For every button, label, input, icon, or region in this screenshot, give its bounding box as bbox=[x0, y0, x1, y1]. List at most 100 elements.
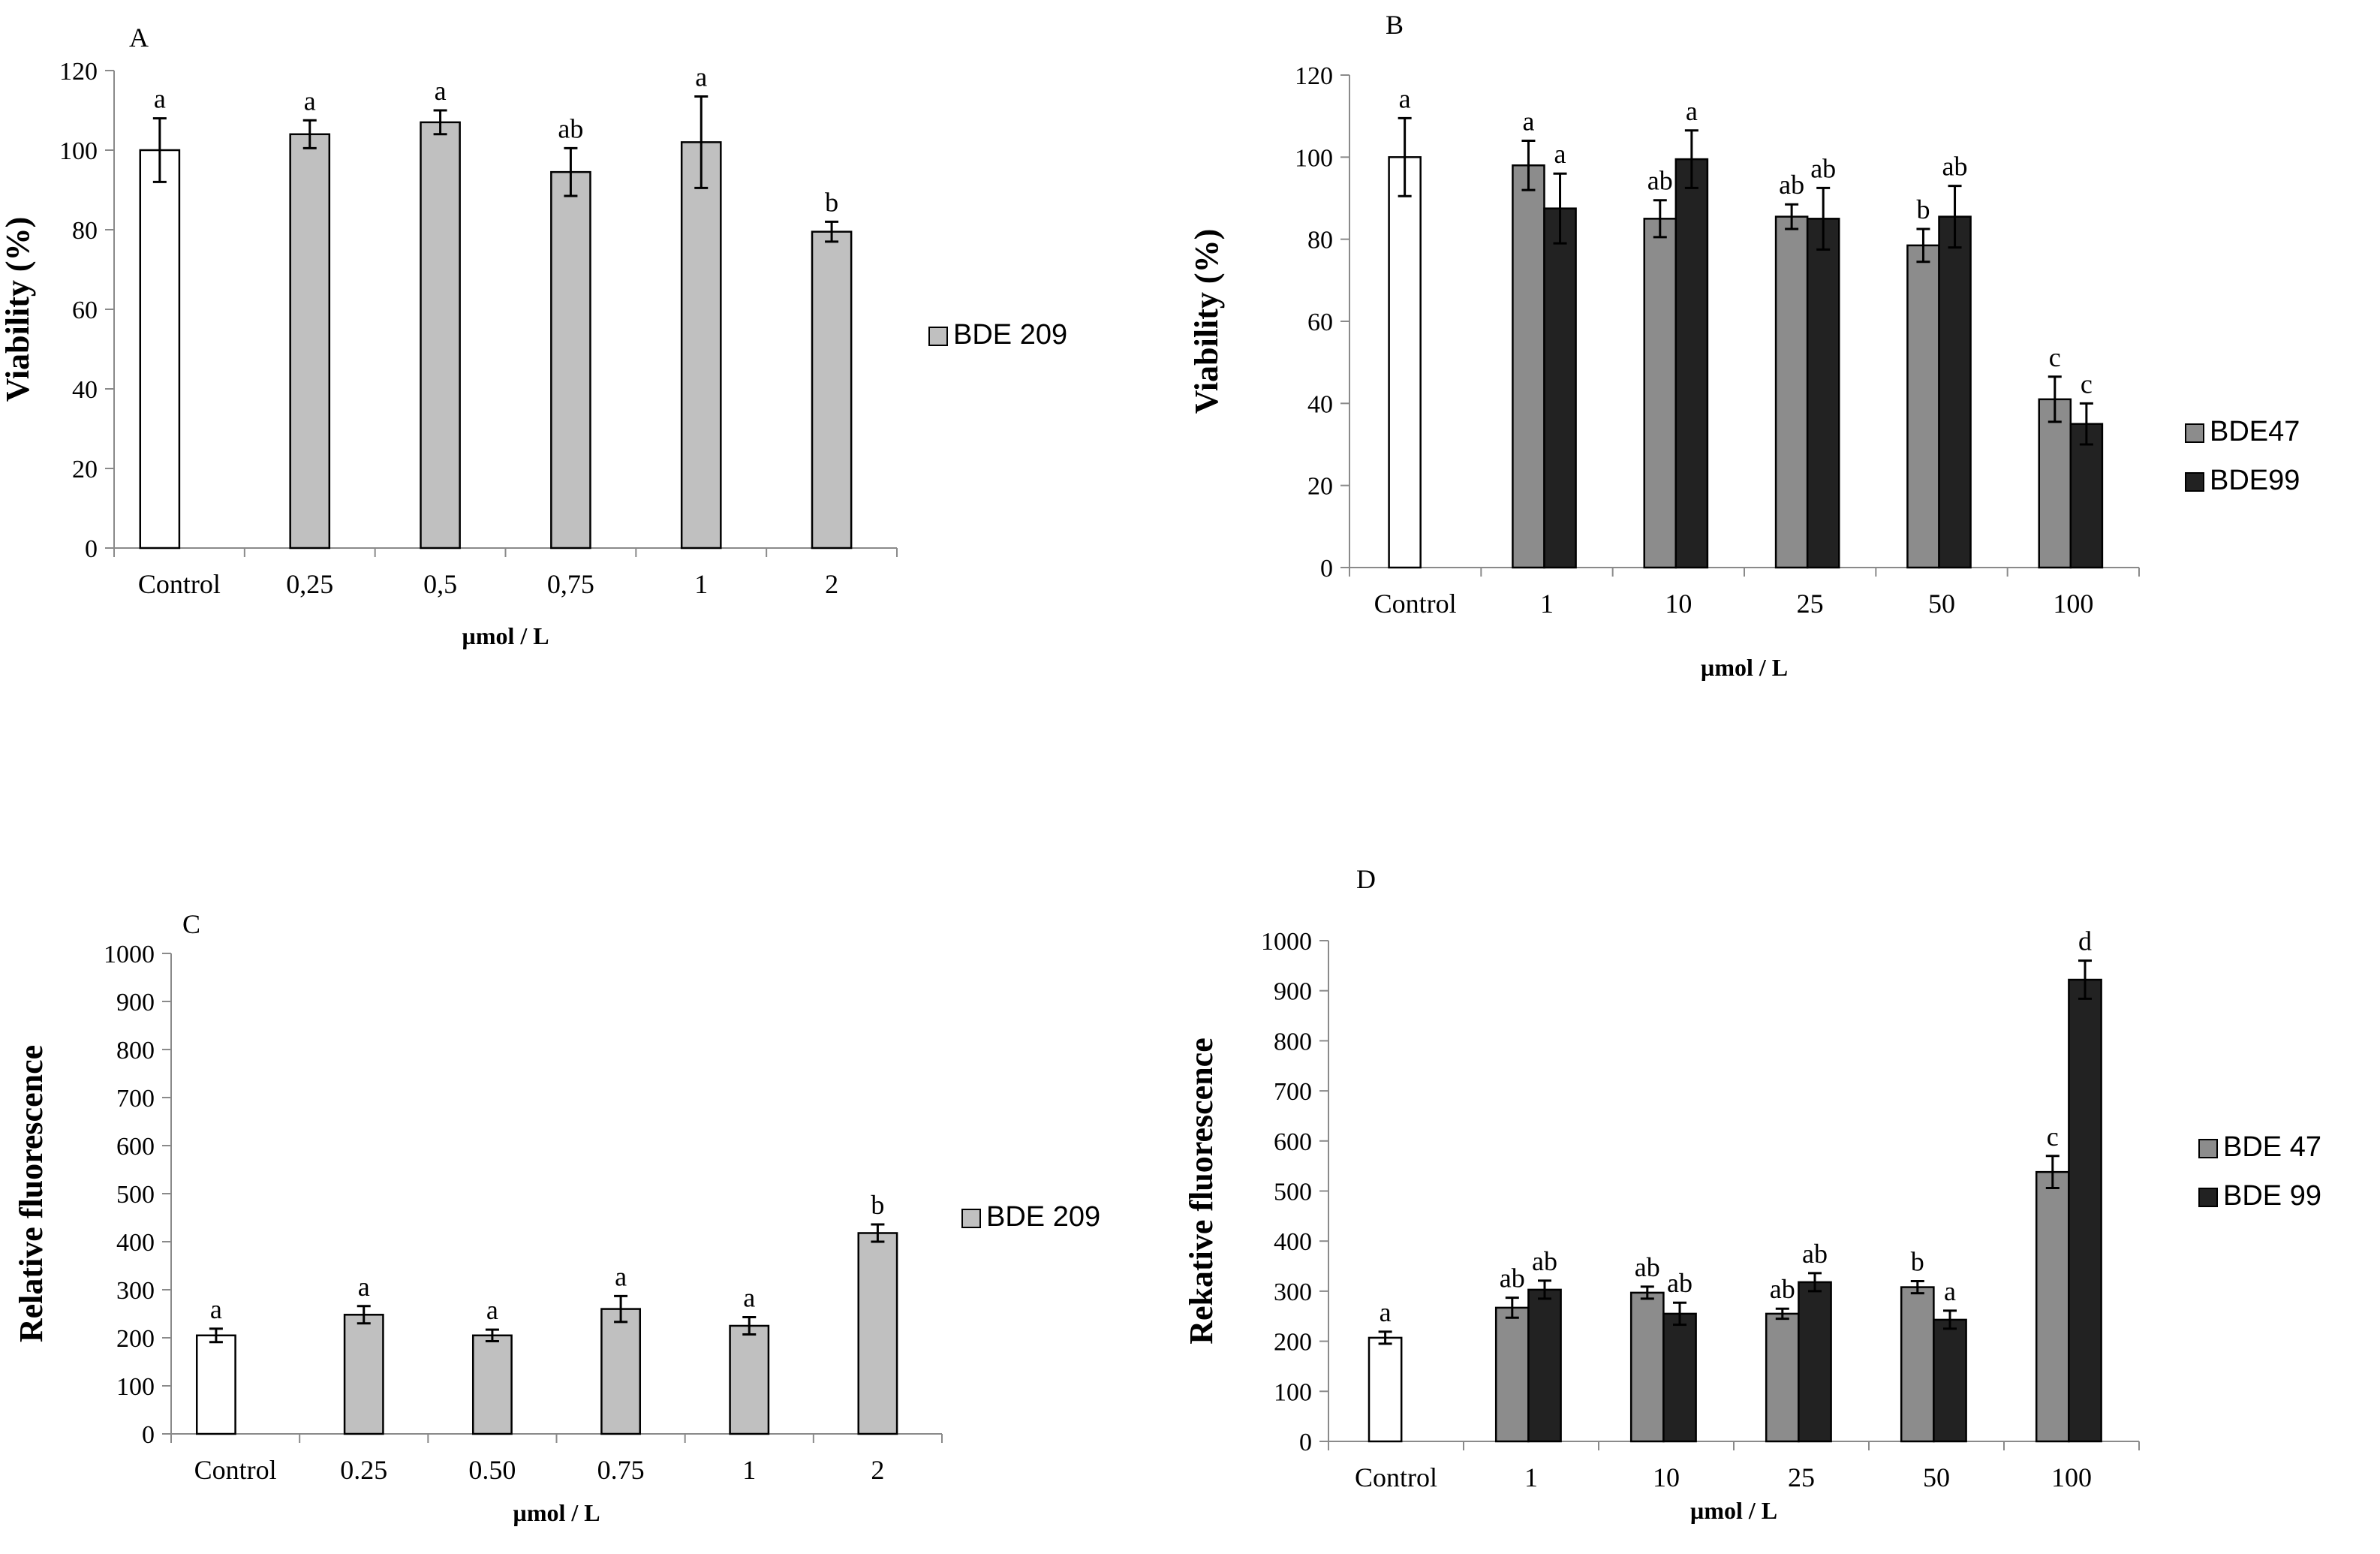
y-axis-title: Viability (%) bbox=[0, 217, 36, 402]
significance-letter: a bbox=[743, 1282, 755, 1312]
significance-letter: a bbox=[435, 76, 447, 106]
bar-bde99 bbox=[1674, 158, 1709, 569]
x-tick-label: 0.25 bbox=[340, 1455, 387, 1485]
x-tick-label: 0,5 bbox=[423, 569, 457, 599]
bar-bde209 bbox=[471, 1334, 513, 1435]
significance-letter: ab bbox=[1667, 1268, 1692, 1298]
y-tick-label: 0 bbox=[142, 1421, 155, 1449]
legend-swatch bbox=[2198, 1139, 2218, 1158]
significance-letter: ab bbox=[1635, 1252, 1660, 1282]
bar-bde99 bbox=[1527, 1288, 1562, 1443]
panel-c: C 0 100 200 300 400 500 600 700 800 900 1000 Control… bbox=[13, 909, 1100, 1526]
bar-bde47 bbox=[2035, 1170, 2070, 1443]
x-axis-title: µmol / L bbox=[1690, 1497, 1777, 1524]
y-tick-label: 100 bbox=[116, 1373, 155, 1401]
panel-label: C bbox=[182, 909, 200, 939]
legend-label: BDE 47 bbox=[2223, 1131, 2321, 1163]
panel-label: D bbox=[1356, 864, 1376, 894]
y-tick-label: 0 bbox=[1320, 555, 1333, 583]
y-tick-label: 900 bbox=[116, 989, 155, 1016]
y-tick-label: 120 bbox=[59, 58, 98, 86]
x-tick-label: 2 bbox=[871, 1455, 884, 1485]
x-tick-label: 25 bbox=[1788, 1462, 1815, 1492]
bar-control bbox=[139, 149, 181, 550]
bar-control bbox=[195, 1334, 236, 1435]
bar-bde47 bbox=[1512, 164, 1545, 569]
x-tick-label: Control bbox=[1355, 1462, 1437, 1492]
legend-swatch bbox=[2198, 1188, 2218, 1207]
y-tick-label: 300 bbox=[116, 1277, 155, 1305]
y-tick-label: 600 bbox=[116, 1133, 155, 1161]
panel-label: B bbox=[1386, 10, 1404, 40]
significance-letter: a bbox=[1686, 96, 1698, 126]
y-tick-label: 700 bbox=[116, 1085, 155, 1113]
bar-bde47 bbox=[1906, 244, 1940, 569]
y-tick-label: 800 bbox=[116, 1037, 155, 1065]
bar-control bbox=[1368, 1336, 1403, 1443]
y-tick-label: 400 bbox=[116, 1229, 155, 1257]
bar-bde99 bbox=[2069, 423, 2104, 569]
significance-letter: c bbox=[2049, 342, 2061, 372]
y-axis-title: Relative fluorescence bbox=[13, 1045, 50, 1342]
bar-bde47 bbox=[1629, 1291, 1665, 1443]
y-tick-label: 40 bbox=[72, 376, 98, 404]
y-tick-label: 500 bbox=[1274, 1179, 1312, 1206]
x-axis-title: µmol / L bbox=[513, 1499, 600, 1526]
bar-bde209 bbox=[420, 121, 461, 550]
significance-letter: a bbox=[154, 84, 166, 114]
x-tick-label: Control bbox=[138, 569, 221, 599]
x-axis-title: µmol / L bbox=[462, 622, 549, 649]
significance-letter: a bbox=[210, 1294, 222, 1324]
bar-bde209 bbox=[857, 1232, 898, 1435]
legend-swatch bbox=[2185, 423, 2204, 443]
y-tick-label: 1000 bbox=[104, 941, 155, 968]
bar-bde99 bbox=[1938, 215, 1972, 569]
y-tick-label: 20 bbox=[1307, 473, 1333, 501]
legend-label: BDE 209 bbox=[953, 319, 1067, 351]
significance-letter: d bbox=[2078, 926, 2092, 956]
panel-a: A 0 20 40 60 80 100 120 Control 0,25 0,5 0,75 1 2 µmol… bbox=[0, 23, 1067, 649]
y-tick-label: 80 bbox=[72, 217, 98, 245]
bar-bde47 bbox=[1643, 218, 1677, 569]
x-axis-title: µmol / L bbox=[1701, 654, 1788, 681]
significance-letter: a bbox=[304, 86, 316, 116]
significance-letter: a bbox=[1522, 106, 1534, 136]
legend-label: BDE99 bbox=[2210, 465, 2300, 496]
y-tick-label: 800 bbox=[1274, 1028, 1312, 1056]
significance-letter: ab bbox=[558, 113, 583, 143]
y-tick-label: 60 bbox=[1307, 309, 1333, 336]
y-tick-label: 80 bbox=[1307, 227, 1333, 254]
bar-bde209 bbox=[289, 133, 331, 550]
significance-letter: b bbox=[825, 187, 838, 217]
x-tick-label: Control bbox=[1374, 589, 1457, 619]
bar-bde47 bbox=[1774, 215, 1809, 569]
legend-swatch bbox=[928, 327, 948, 346]
y-tick-label: 40 bbox=[1307, 390, 1333, 418]
significance-letter: a bbox=[1944, 1276, 1956, 1306]
significance-letter: ab bbox=[1647, 166, 1673, 196]
x-tick-label: 25 bbox=[1797, 589, 1824, 619]
y-tick-label: 20 bbox=[72, 456, 98, 483]
x-tick-label: 0,25 bbox=[286, 569, 333, 599]
x-tick-label: 100 bbox=[2053, 589, 2093, 619]
significance-letter: a bbox=[1554, 139, 1566, 169]
y-tick-label: 200 bbox=[116, 1325, 155, 1353]
bar-bde47 bbox=[1765, 1312, 1800, 1443]
x-tick-label: 10 bbox=[1653, 1462, 1680, 1492]
x-tick-label: 1 bbox=[742, 1455, 756, 1485]
bar-bde209 bbox=[550, 170, 591, 550]
panel-b: B 0 20 40 60 80 100 120 Control 1 10 25 50 100 µmol / … bbox=[1188, 10, 2300, 681]
bar-bde99 bbox=[1798, 1281, 1832, 1443]
y-tick-label: 300 bbox=[1274, 1278, 1312, 1306]
significance-letter: b bbox=[871, 1190, 884, 1220]
bar-bde99 bbox=[1662, 1312, 1697, 1443]
bar-bde99 bbox=[1933, 1318, 1967, 1443]
bar-bde47 bbox=[1900, 1286, 1935, 1443]
significance-letter: b bbox=[1916, 194, 1930, 224]
legend-label: BDE 209 bbox=[986, 1201, 1100, 1233]
significance-letter: a bbox=[358, 1272, 370, 1302]
y-tick-label: 1000 bbox=[1261, 928, 1312, 956]
y-axis-title: Rekative fluorescence bbox=[1183, 1038, 1220, 1345]
y-tick-label: 100 bbox=[1274, 1378, 1312, 1406]
